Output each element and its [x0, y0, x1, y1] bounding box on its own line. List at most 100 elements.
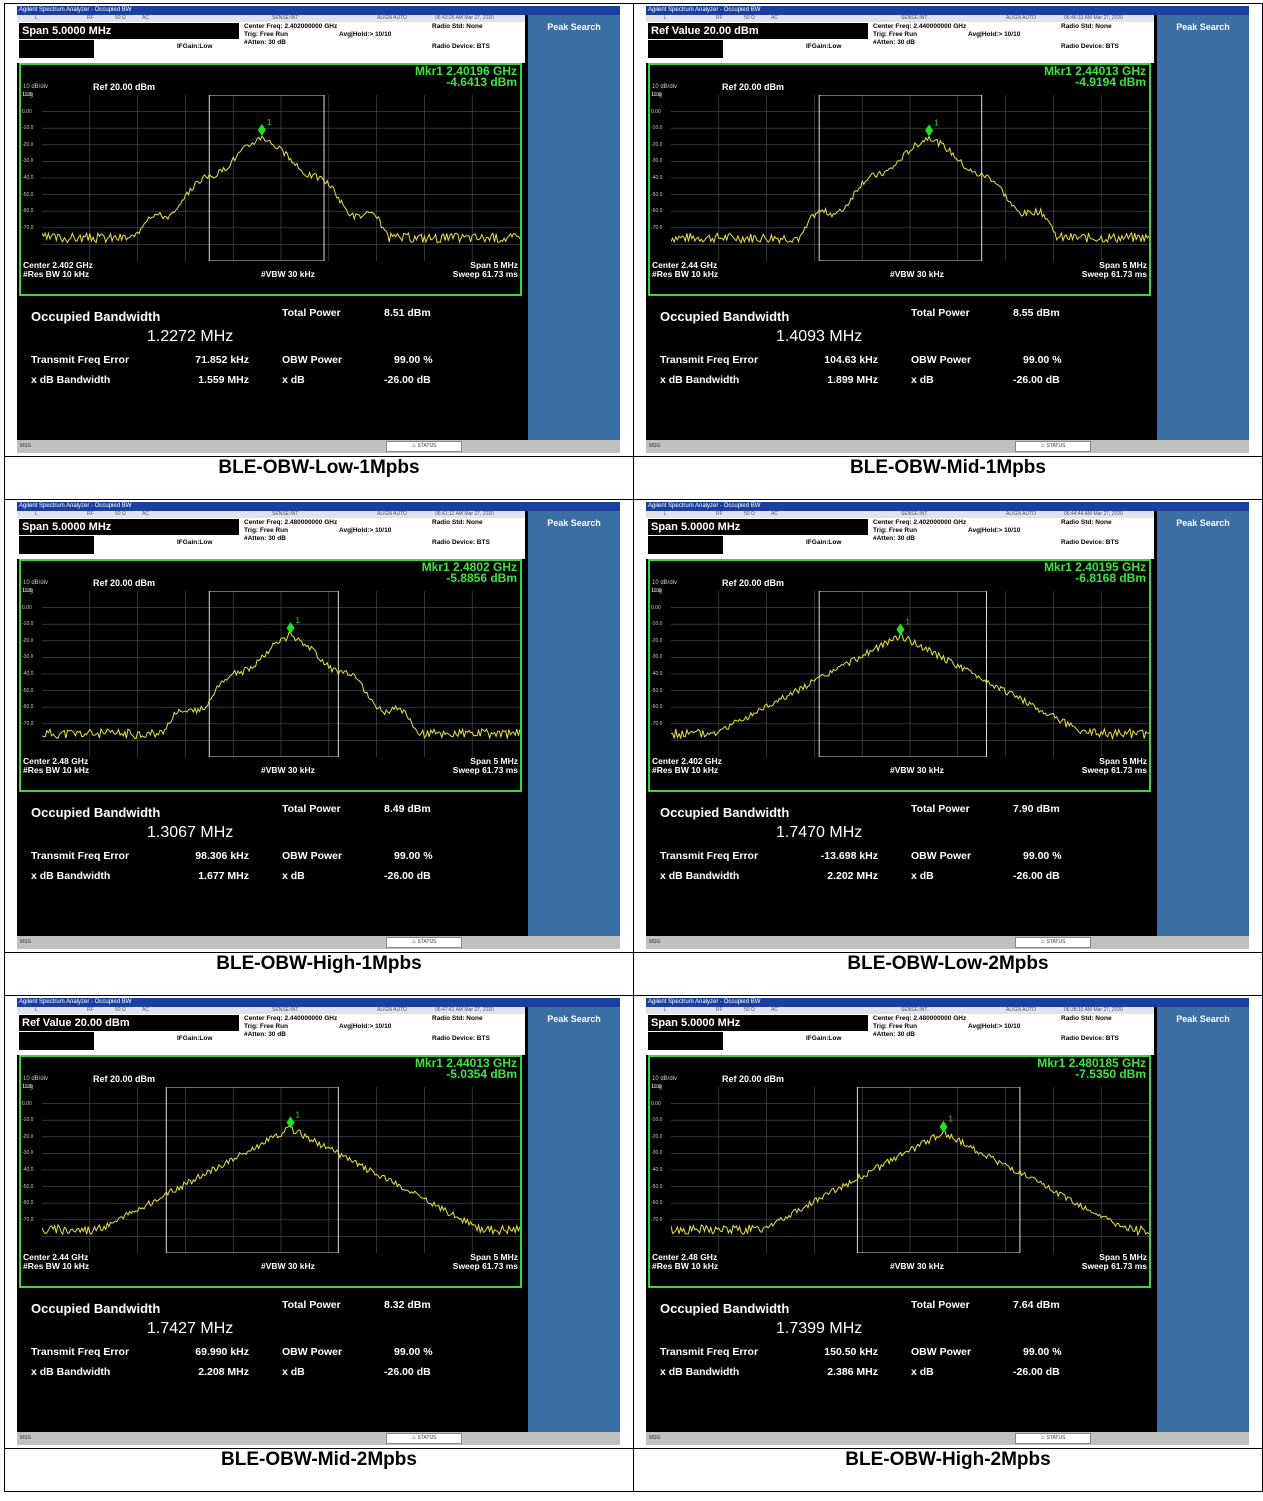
xdb-bandwidth-label: x dB Bandwidth	[660, 374, 740, 386]
if-gain-setting: IFGain:Low	[177, 1035, 213, 1042]
status-line: L RF 50 Ω AC SENSE:INT ALIGN AUTO 06:38:…	[646, 1007, 1154, 1014]
table-row: BLE-OBW-High-1Mpbs BLE-OBW-Low-2Mpbs	[4, 952, 1263, 996]
spectrum-analyzer-window: Agilent Spectrum Analyzer - Occupied BW …	[17, 6, 620, 453]
resolution-bandwidth: #Res BW 10 kHz	[23, 1261, 90, 1271]
caption: BLE-OBW-Mid-2Mpbs	[4, 1448, 634, 1492]
softkey-panel: Peak Search	[528, 15, 620, 440]
spectrum-analyzer-window: Agilent Spectrum Analyzer - Occupied BW …	[646, 6, 1249, 453]
center-freq-setting: Center Freq: 2.440000000 GHz	[244, 1015, 338, 1022]
parameter-entry[interactable]	[19, 40, 94, 58]
marker-amplitude: -5.0354 dBm	[446, 1067, 517, 1081]
freq-error-label: Transmit Freq Error	[660, 1346, 759, 1358]
sweep-time: Sweep 61.73 ms	[452, 269, 518, 279]
obw-region	[165, 1087, 339, 1253]
sweep-time: Sweep 61.73 ms	[452, 1261, 518, 1271]
spectrum-plot: 1	[671, 1087, 1149, 1253]
input-mode: L	[664, 1007, 667, 1013]
radio-device: Radio Device: BTS	[1061, 43, 1119, 50]
y-tick-label: 10.0	[651, 588, 661, 594]
screenshot-cell: Agilent Spectrum Analyzer - Occupied BW …	[4, 499, 634, 953]
table-row: Agilent Spectrum Analyzer - Occupied BW …	[4, 3, 1263, 457]
y-tick-label: -30.0	[22, 158, 34, 165]
impedance: 50 Ω	[115, 511, 126, 517]
align-mode: ALIGN AUTO	[377, 15, 407, 21]
trigger-setting: Trig: Free Run	[873, 527, 918, 534]
attenuation-setting: #Atten: 30 dB	[873, 535, 915, 542]
spectrum-graph: Mkr1 2.40196 GHz -4.6413 dBm 10 dB/div L…	[19, 63, 522, 296]
y-tick-label: 0.00	[651, 604, 661, 611]
message-bar: MSG ⚠ STATUS	[17, 936, 620, 949]
marker-frequency: Mkr1 2.40196 GHz	[414, 64, 517, 78]
active-parameter[interactable]: Span 5.0000 MHz	[19, 23, 239, 39]
status-button[interactable]: ⚠ STATUS	[386, 937, 462, 948]
status-button[interactable]: ⚠ STATUS	[1015, 441, 1091, 452]
screenshot-cell: Agilent Spectrum Analyzer - Occupied BW …	[633, 499, 1263, 953]
timestamp: 06:41:12 AM Mar 27, 2020	[435, 511, 494, 517]
align-mode: ALIGN AUTO	[1006, 1007, 1036, 1013]
span-value: Span 5 MHz	[1099, 260, 1147, 270]
avg-hold-setting: Avg|Hold:> 10/10	[968, 527, 1021, 534]
status-button[interactable]: ⚠ STATUS	[386, 1433, 462, 1444]
parameter-entry[interactable]	[19, 536, 94, 554]
align-mode: ALIGN AUTO	[377, 1007, 407, 1013]
xdb-bandwidth-label: x dB Bandwidth	[31, 1366, 111, 1378]
xdb-label: x dB	[282, 1366, 305, 1378]
sense-mode: SENSE:INT	[901, 1007, 928, 1013]
y-tick-label: -70.0	[22, 224, 34, 231]
rf-input: RF	[87, 1007, 94, 1013]
msg-label: MSG	[20, 443, 32, 449]
status-line: L RF 50 Ω AC SENSE:INT ALIGN AUTO 06:46:…	[646, 15, 1154, 22]
y-tick-label: -50.0	[22, 191, 34, 198]
marker-amplitude: -6.8168 dBm	[1075, 571, 1146, 585]
status-button[interactable]: ⚠ STATUS	[1015, 937, 1091, 948]
parameter-entry[interactable]	[648, 40, 723, 58]
spectrum-analyzer-window: Agilent Spectrum Analyzer - Occupied BW …	[17, 998, 620, 1445]
peak-search-softkey[interactable]: Peak Search	[547, 518, 601, 528]
y-tick-label: -20.0	[22, 141, 34, 148]
active-parameter[interactable]: Span 5.0000 MHz	[19, 519, 239, 535]
spectrum-analyzer-window: Agilent Spectrum Analyzer - Occupied BW …	[646, 998, 1249, 1445]
active-parameter[interactable]: Ref Value 20.00 dBm	[648, 23, 868, 39]
xdb-label: x dB	[911, 1366, 934, 1378]
impedance: 50 Ω	[115, 1007, 126, 1013]
status-button[interactable]: ⚠ STATUS	[386, 441, 462, 452]
sense-mode: SENSE:INT	[272, 1007, 299, 1013]
coupling: AC	[771, 15, 778, 21]
freq-error-label: Transmit Freq Error	[31, 354, 130, 366]
video-bandwidth: #VBW 30 kHz	[890, 1261, 944, 1271]
marker-frequency: Mkr1 2.44013 GHz	[1043, 64, 1146, 78]
scale-type: Log	[652, 588, 663, 594]
status-line: L RF 50 Ω AC SENSE:INT ALIGN AUTO 06:43:…	[17, 15, 525, 22]
impedance: 50 Ω	[744, 1007, 755, 1013]
center-freq-setting: Center Freq: 2.402000000 GHz	[244, 23, 338, 30]
impedance: 50 Ω	[744, 15, 755, 21]
peak-search-softkey[interactable]: Peak Search	[547, 1014, 601, 1024]
xdb-bandwidth-label: x dB Bandwidth	[31, 870, 111, 882]
y-tick-label: -40.0	[22, 175, 34, 181]
measurement-bar: L RF 50 Ω AC SENSE:INT ALIGN AUTO 06:46:…	[646, 15, 1154, 63]
parameter-entry[interactable]	[648, 536, 723, 554]
plot-area: 1	[42, 95, 520, 261]
parameter-entry[interactable]	[648, 1032, 723, 1050]
total-power-label: Total Power	[911, 803, 970, 815]
status-button[interactable]: ⚠ STATUS	[1015, 1433, 1091, 1444]
peak-search-softkey[interactable]: Peak Search	[547, 22, 601, 32]
impedance: 50 Ω	[744, 511, 755, 517]
active-parameter[interactable]: Span 5.0000 MHz	[648, 1015, 868, 1031]
span-value: Span 5 MHz	[470, 1252, 518, 1262]
align-mode: ALIGN AUTO	[1006, 15, 1036, 21]
table-row: BLE-OBW-Mid-2Mpbs BLE-OBW-High-2Mpbs	[4, 1448, 1263, 1492]
peak-search-softkey[interactable]: Peak Search	[1176, 22, 1230, 32]
y-tick-label: -50.0	[651, 191, 663, 198]
y-tick-label: -60.0	[651, 704, 663, 711]
peak-search-softkey[interactable]: Peak Search	[1176, 518, 1230, 528]
active-parameter[interactable]: Ref Value 20.00 dBm	[19, 1015, 239, 1031]
peak-search-softkey[interactable]: Peak Search	[1176, 1014, 1230, 1024]
active-parameter[interactable]: Span 5.0000 MHz	[648, 519, 868, 535]
marker-diamond	[896, 623, 905, 636]
parameter-entry[interactable]	[19, 1032, 94, 1050]
center-frequency: Center 2.48 GHz	[23, 756, 89, 766]
radio-std: Radio Std: None	[1061, 1015, 1112, 1022]
scale-per-div: 10 dB/div	[652, 1076, 678, 1082]
coupling: AC	[771, 1007, 778, 1013]
